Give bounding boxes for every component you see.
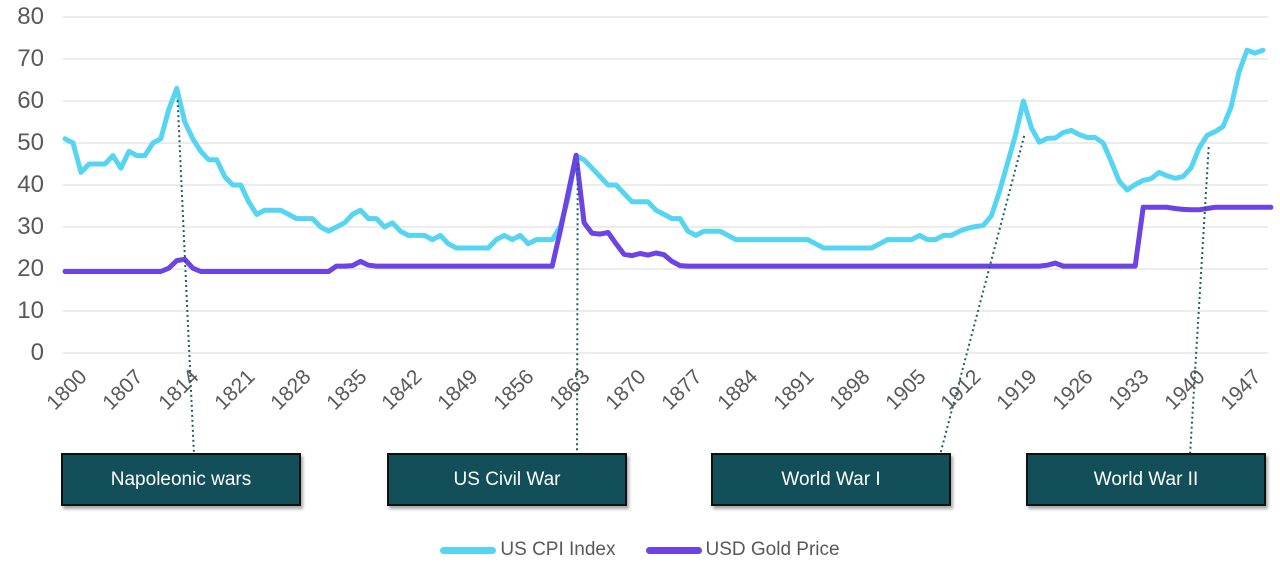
us-cpi-index-line — [62, 47, 1266, 251]
legend-label-gold: USD Gold Price — [705, 539, 840, 560]
annotation-label: US Civil War — [453, 468, 561, 490]
legend-item-usd-gold-price: USD Gold Price — [645, 539, 840, 561]
annotation-connector-line — [176, 100, 195, 456]
annotation-connector-line — [939, 135, 1026, 456]
y-axis-tick-label: 0 — [30, 339, 44, 366]
annotation-connector-line — [576, 163, 579, 456]
y-axis-tick-label: 70 — [17, 45, 44, 72]
annotation-label: World War II — [1093, 468, 1199, 490]
y-axis-tick-label: 30 — [17, 213, 44, 240]
annotation-connector-line — [1189, 147, 1210, 456]
y-axis-tick-label: 10 — [17, 297, 44, 324]
annotation-box-world-war-1: World War I — [711, 453, 951, 506]
legend-label-cpi: US CPI Index — [500, 539, 616, 560]
legend: US CPI Index USD Gold Price — [0, 539, 1280, 561]
y-axis-tick-label: 60 — [17, 87, 44, 114]
y-axis-tick-label: 40 — [17, 171, 44, 198]
legend-swatch-gold — [645, 546, 702, 554]
annotation-label: Napoleonic wars — [110, 468, 252, 490]
usd-gold-price-line — [62, 152, 1274, 274]
annotation-box-napoleonic-wars: Napoleonic wars — [61, 453, 301, 506]
legend-item-us-cpi-index: US CPI Index — [440, 539, 616, 561]
y-axis-tick-label: 80 — [17, 3, 44, 30]
annotation-label: World War I — [781, 468, 881, 490]
annotation-box-us-civil-war: US Civil War — [387, 453, 627, 506]
y-axis-tick-label: 50 — [17, 129, 44, 156]
annotation-box-world-war-2: World War II — [1026, 453, 1266, 506]
y-axis-tick-label: 20 — [17, 255, 44, 282]
legend-swatch-cpi — [440, 546, 497, 554]
